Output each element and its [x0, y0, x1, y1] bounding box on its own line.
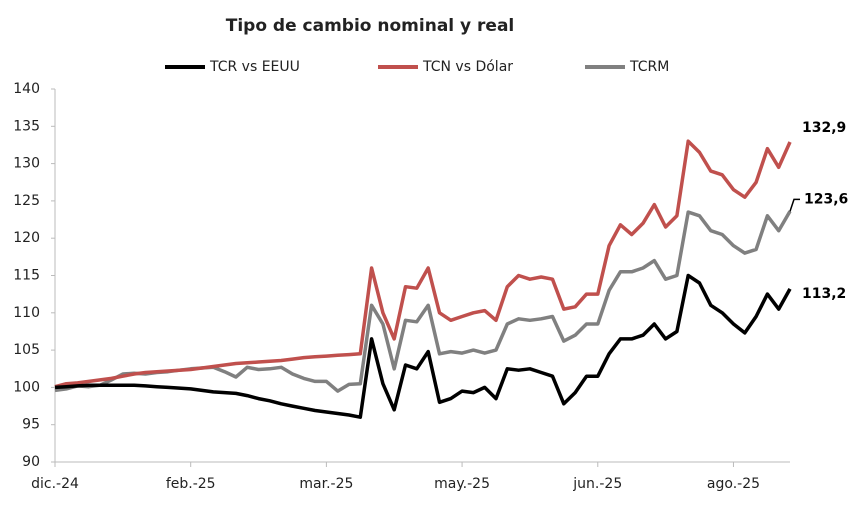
data-label: 132,9 [802, 120, 846, 136]
legend-label: TCR vs EEUU [209, 59, 300, 75]
data-label: 123,6 [804, 191, 848, 207]
y-tick-label: 110 [13, 305, 40, 321]
x-tick-label: jun.-25 [572, 476, 622, 492]
x-tick-label: feb.-25 [166, 476, 216, 492]
y-tick-label: 125 [13, 193, 40, 209]
y-tick-label: 90 [22, 454, 40, 470]
series-line [54, 273, 792, 419]
x-tick-label: mar.-25 [299, 476, 353, 492]
y-tick-label: 120 [13, 230, 40, 246]
series-line [54, 139, 792, 389]
x-tick-label: ago.-25 [707, 476, 760, 492]
y-tick-label: 135 [13, 118, 40, 134]
y-tick-label: 95 [22, 417, 40, 433]
leader-line [789, 198, 800, 212]
series-line [54, 210, 792, 393]
legend-label: TCRM [629, 59, 669, 75]
y-tick-label: 100 [13, 379, 40, 395]
legend-label: TCN vs Dólar [422, 59, 513, 75]
y-tick-label: 115 [13, 268, 40, 284]
x-tick-label: dic.-24 [31, 476, 79, 492]
y-tick-label: 130 [13, 156, 40, 172]
chart-title: Tipo de cambio nominal y real [226, 16, 515, 36]
x-tick-label: may.-25 [434, 476, 490, 492]
y-tick-label: 105 [13, 342, 40, 358]
y-tick-label: 140 [13, 81, 40, 97]
data-label: 113,2 [802, 286, 846, 302]
